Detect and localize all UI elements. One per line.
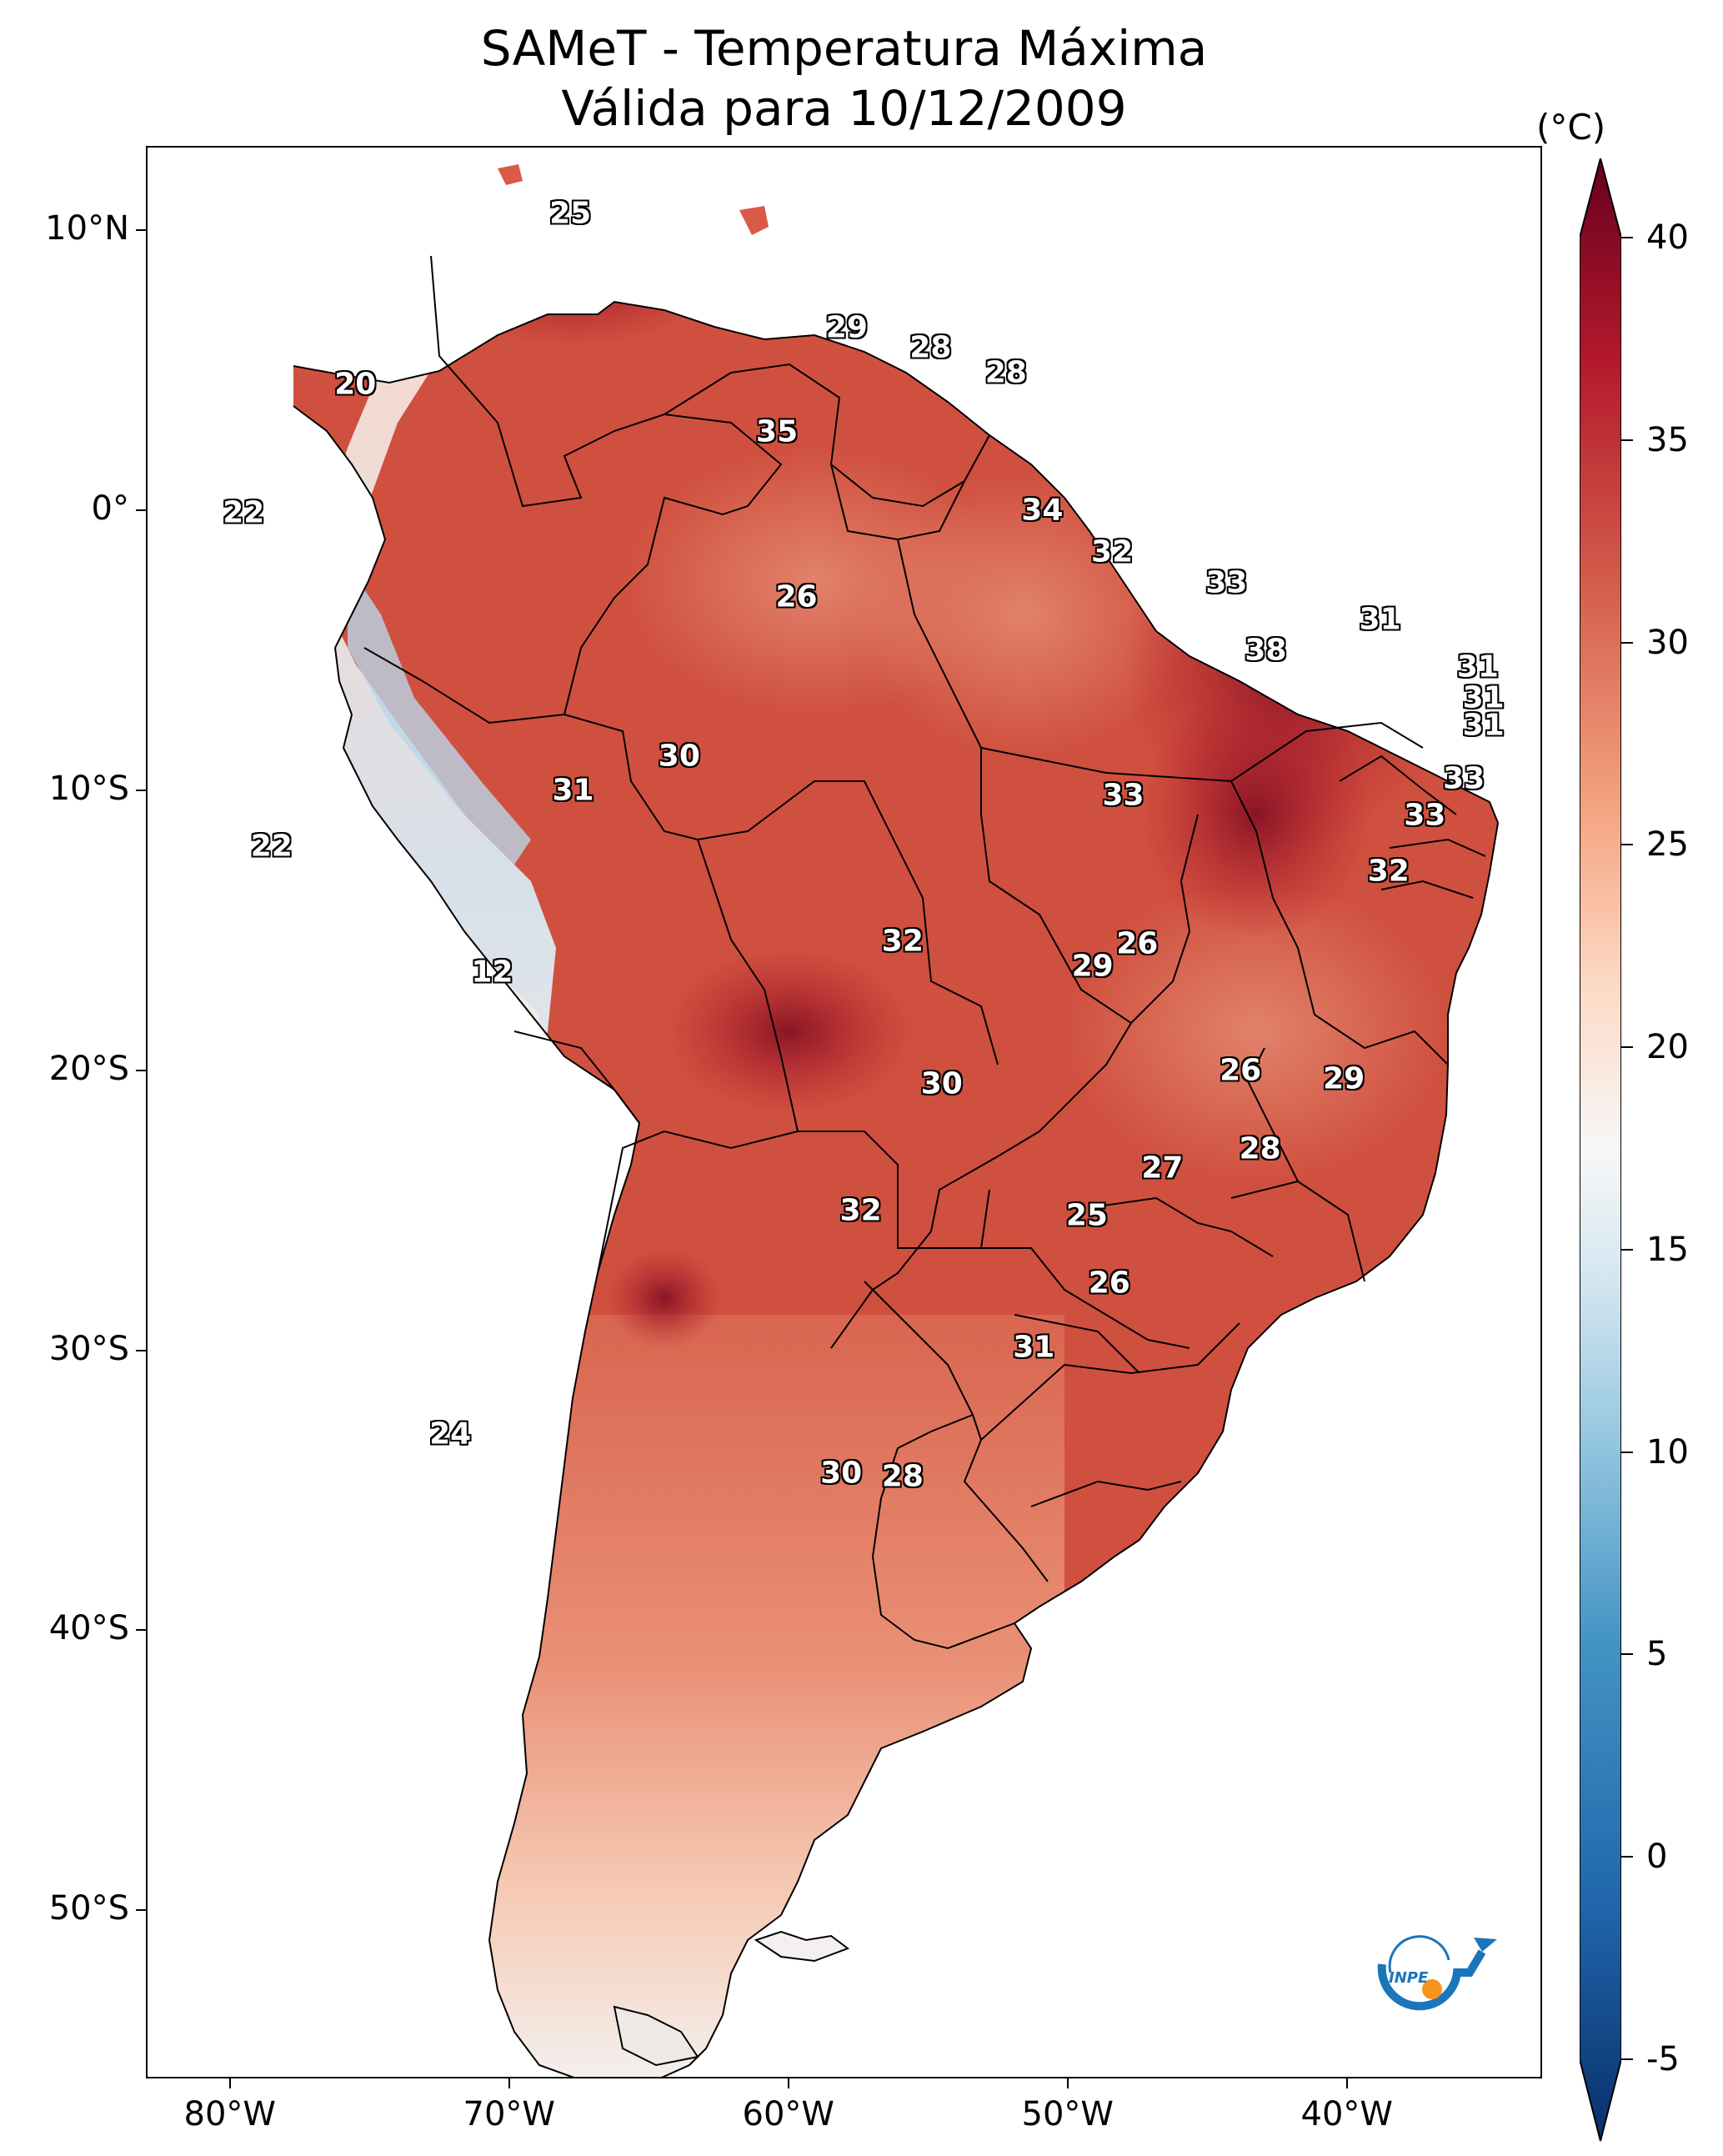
lat-tick-mark bbox=[136, 1349, 146, 1351]
lat-tick-label: 30°S bbox=[48, 1329, 129, 1368]
lat-tick-label: 10°S bbox=[48, 769, 129, 808]
colorbar-label: 30 bbox=[1646, 623, 1689, 662]
colorbar-label: 40 bbox=[1646, 218, 1689, 257]
temperature-map bbox=[293, 164, 1500, 2077]
title-line-2: Válida para 10/12/2009 bbox=[561, 80, 1127, 137]
lat-tick-mark bbox=[136, 1629, 146, 1632]
contour-label: 31 bbox=[1013, 1330, 1055, 1365]
colorbar-unit: (°C) bbox=[1536, 107, 1606, 148]
lon-tick-label: 70°W bbox=[463, 2095, 555, 2133]
contour-label: 33 bbox=[1404, 798, 1446, 833]
lon-tick-label: 40°W bbox=[1300, 2095, 1393, 2133]
lon-tick-mark bbox=[787, 2078, 789, 2088]
colorbar-tick bbox=[1621, 1451, 1633, 1453]
lon-tick-mark bbox=[1066, 2078, 1069, 2088]
contour-label: 30 bbox=[920, 1066, 963, 1101]
lon-tick-label: 60°W bbox=[742, 2095, 834, 2133]
contour-label: 31 bbox=[1462, 708, 1505, 743]
lat-tick-label: 20°S bbox=[48, 1049, 129, 1088]
contour-label: 33 bbox=[1443, 761, 1485, 796]
contour-label: 26 bbox=[1088, 1266, 1130, 1301]
logo-text: INPE bbox=[1389, 1969, 1429, 1987]
contour-label: 29 bbox=[1071, 949, 1114, 984]
contour-label: 25 bbox=[1065, 1198, 1108, 1233]
colorbar-label: -5 bbox=[1646, 2040, 1680, 2078]
contour-label: 28 bbox=[984, 355, 1027, 390]
colorbar-label: 35 bbox=[1646, 420, 1689, 459]
contour-label: 31 bbox=[1359, 602, 1401, 637]
colorbar-tick bbox=[1621, 1248, 1633, 1251]
country-borders bbox=[293, 255, 1500, 2077]
contour-label: 24 bbox=[429, 1416, 472, 1452]
contour-label: 35 bbox=[756, 414, 799, 449]
lat-tick-mark bbox=[136, 1909, 146, 1912]
colorbar bbox=[1580, 158, 1621, 2142]
inpe-logo: INPE bbox=[1377, 1935, 1497, 2011]
title-line-1: SAMeT - Temperatura Máxima bbox=[480, 20, 1208, 77]
lat-tick-label: 50°S bbox=[48, 1889, 129, 1928]
contour-label: 26 bbox=[1116, 926, 1159, 961]
colorbar-tick bbox=[1621, 439, 1633, 441]
contour-label: 31 bbox=[1462, 680, 1505, 715]
lon-tick-label: 50°W bbox=[1021, 2095, 1114, 2133]
contour-label: 31 bbox=[552, 773, 594, 808]
colorbar-label: 0 bbox=[1646, 1838, 1668, 1877]
colorbar-label: 10 bbox=[1646, 1432, 1689, 1472]
lat-tick-mark bbox=[136, 228, 146, 231]
colorbar-tick bbox=[1621, 237, 1633, 238]
colorbar-label: 5 bbox=[1646, 1635, 1668, 1674]
contour-label: 30 bbox=[658, 739, 700, 774]
colorbar-label: 15 bbox=[1646, 1230, 1689, 1269]
colorbar-tick bbox=[1621, 1046, 1633, 1049]
contour-label: 34 bbox=[1021, 493, 1064, 528]
colorbar-tick bbox=[1621, 1653, 1633, 1656]
contour-label: 31 bbox=[1456, 649, 1499, 684]
colorbar-tick bbox=[1621, 1856, 1633, 1858]
lon-tick-mark bbox=[1345, 2078, 1348, 2088]
lat-tick-label: 0° bbox=[91, 489, 129, 528]
lon-tick-label: 80°W bbox=[183, 2095, 276, 2133]
contour-label: 29 bbox=[825, 310, 868, 345]
contour-label: 27 bbox=[1141, 1151, 1184, 1186]
map-title: SAMeT - Temperatura Máxima Válida para 1… bbox=[146, 18, 1542, 138]
colorbar-label: 25 bbox=[1646, 825, 1689, 865]
lon-tick-mark bbox=[228, 2078, 231, 2088]
contour-label: 25 bbox=[549, 196, 592, 231]
contour-label: 38 bbox=[1245, 633, 1287, 668]
contour-label: 33 bbox=[1205, 565, 1248, 600]
contour-label: 28 bbox=[1239, 1131, 1281, 1166]
contour-label: 26 bbox=[1220, 1053, 1262, 1088]
colorbar-tick bbox=[1621, 2058, 1633, 2060]
contour-label: 28 bbox=[881, 1459, 924, 1494]
contour-label: 32 bbox=[1091, 534, 1134, 569]
lat-tick-label: 40°S bbox=[48, 1609, 129, 1648]
contour-label: 28 bbox=[909, 330, 952, 365]
map-frame bbox=[146, 146, 1542, 2078]
lat-tick-mark bbox=[136, 789, 146, 791]
contour-label: 26 bbox=[775, 579, 818, 614]
lat-tick-mark bbox=[136, 509, 146, 511]
colorbar-tick bbox=[1621, 641, 1633, 644]
contour-label: 30 bbox=[820, 1456, 863, 1491]
contour-label: 22 bbox=[223, 495, 265, 530]
lat-tick-label: 10°N bbox=[45, 208, 129, 248]
contour-label: 32 bbox=[1367, 854, 1410, 889]
lat-tick-mark bbox=[136, 1069, 146, 1071]
contour-label: 33 bbox=[1102, 778, 1144, 813]
colorbar-tick bbox=[1621, 844, 1633, 846]
lon-tick-mark bbox=[508, 2078, 510, 2088]
contour-label: 29 bbox=[1323, 1061, 1365, 1096]
contour-label: 32 bbox=[839, 1193, 882, 1228]
colorbar-label: 20 bbox=[1646, 1028, 1689, 1067]
contour-label: 32 bbox=[881, 924, 924, 959]
contour-label: 22 bbox=[250, 829, 293, 864]
contour-label: 20 bbox=[334, 367, 377, 402]
contour-label: 12 bbox=[471, 955, 513, 990]
